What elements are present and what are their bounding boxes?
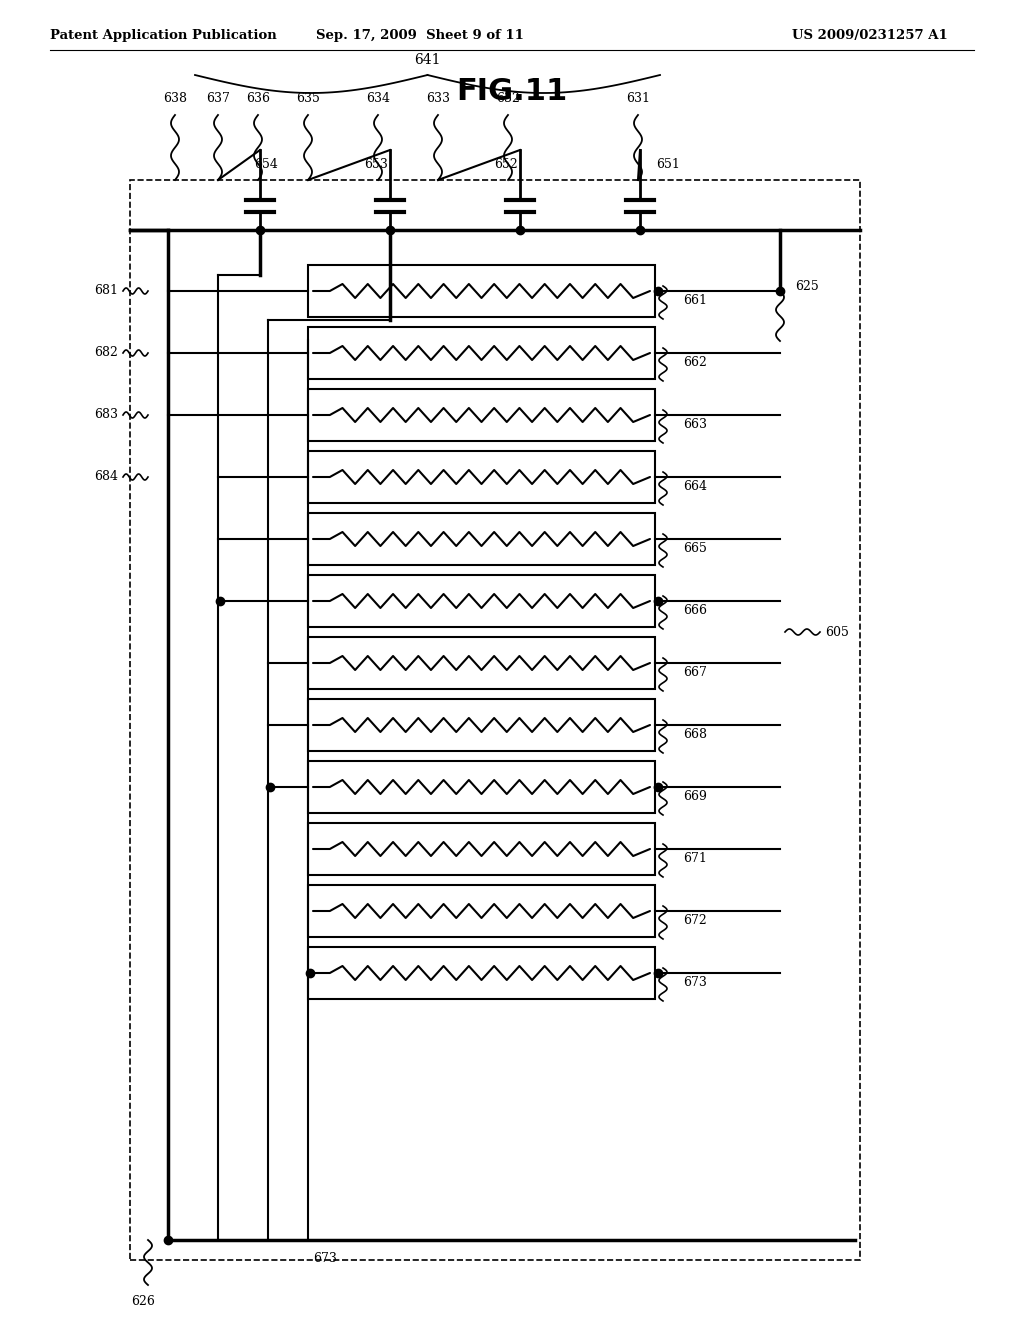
Text: 625: 625 bbox=[795, 280, 819, 293]
Text: 637: 637 bbox=[206, 92, 230, 106]
Text: 633: 633 bbox=[426, 92, 450, 106]
Text: 636: 636 bbox=[246, 92, 270, 106]
Text: 683: 683 bbox=[94, 408, 118, 421]
Bar bbox=[308, 638, 655, 689]
Text: 651: 651 bbox=[656, 158, 680, 172]
Text: 669: 669 bbox=[683, 791, 707, 804]
Text: 663: 663 bbox=[683, 418, 707, 432]
Bar bbox=[308, 327, 655, 379]
Text: Patent Application Publication: Patent Application Publication bbox=[50, 29, 276, 41]
Text: 626: 626 bbox=[131, 1295, 155, 1308]
Bar bbox=[308, 946, 655, 999]
Text: 673: 673 bbox=[313, 1251, 337, 1265]
Bar bbox=[130, 180, 860, 1261]
Text: 666: 666 bbox=[683, 605, 707, 618]
Bar bbox=[308, 265, 655, 317]
Text: 662: 662 bbox=[683, 356, 707, 370]
Text: 673: 673 bbox=[683, 977, 707, 990]
Text: 671: 671 bbox=[683, 853, 707, 866]
Text: 632: 632 bbox=[496, 92, 520, 106]
Text: 684: 684 bbox=[94, 470, 118, 483]
Bar bbox=[308, 700, 655, 751]
Bar bbox=[308, 451, 655, 503]
Text: 638: 638 bbox=[163, 92, 187, 106]
Text: 635: 635 bbox=[296, 92, 319, 106]
Bar bbox=[308, 884, 655, 937]
Bar bbox=[308, 389, 655, 441]
Text: 661: 661 bbox=[683, 294, 707, 308]
Text: 665: 665 bbox=[683, 543, 707, 556]
Text: Sep. 17, 2009  Sheet 9 of 11: Sep. 17, 2009 Sheet 9 of 11 bbox=[316, 29, 524, 41]
Text: 681: 681 bbox=[94, 285, 118, 297]
Text: 653: 653 bbox=[364, 158, 388, 172]
Text: 631: 631 bbox=[626, 92, 650, 106]
Text: 641: 641 bbox=[415, 53, 440, 67]
Bar bbox=[308, 822, 655, 875]
Text: FIG.11: FIG.11 bbox=[457, 78, 567, 107]
Text: 652: 652 bbox=[494, 158, 518, 172]
Text: 667: 667 bbox=[683, 667, 707, 680]
Text: 654: 654 bbox=[254, 158, 278, 172]
Bar bbox=[308, 576, 655, 627]
Text: 668: 668 bbox=[683, 729, 707, 742]
Text: US 2009/0231257 A1: US 2009/0231257 A1 bbox=[793, 29, 948, 41]
Text: 682: 682 bbox=[94, 346, 118, 359]
Text: 634: 634 bbox=[366, 92, 390, 106]
Bar bbox=[308, 513, 655, 565]
Text: 605: 605 bbox=[825, 626, 849, 639]
Bar bbox=[308, 762, 655, 813]
Text: 672: 672 bbox=[683, 915, 707, 928]
Text: 664: 664 bbox=[683, 480, 707, 494]
